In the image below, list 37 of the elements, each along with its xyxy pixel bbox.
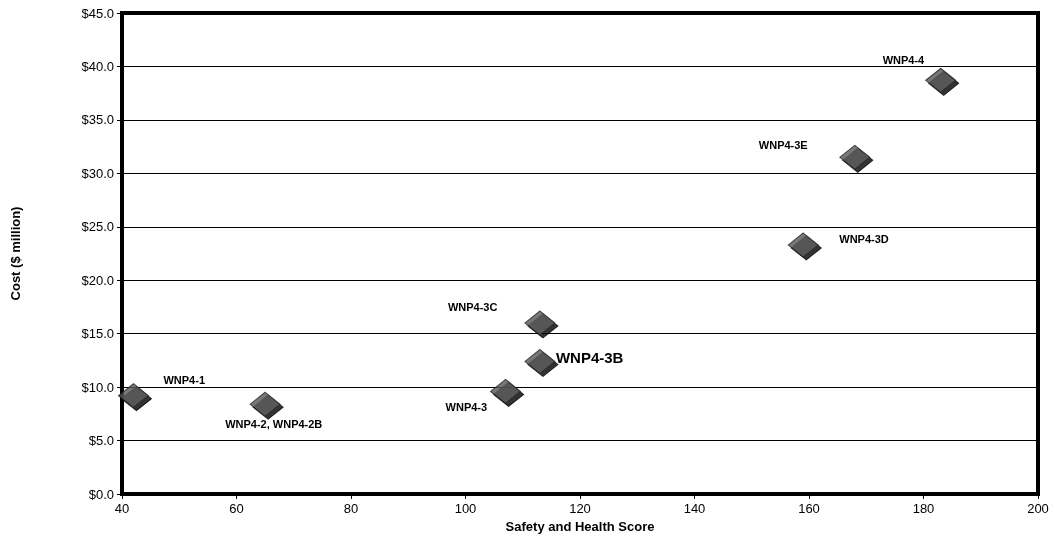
point [524,310,556,336]
x-tick-label: 100 [454,501,477,516]
x-tick-label: 60 [229,501,244,516]
y-axis-title: Cost ($ million) [8,206,23,301]
point [925,67,957,93]
y-tick-label: $30.0 [81,165,114,181]
x-tick-label: 160 [798,501,820,516]
x-tick-label: 180 [912,501,935,516]
x-tick-label: 140 [683,501,706,516]
y-tick-label: $10.0 [81,379,114,395]
y-tick-label: $20.0 [81,272,114,288]
x-tick-label: 80 [343,501,359,516]
annotation: WNP4-2, WNP4-2B [225,418,323,431]
annotation: WNP4-3C [447,300,498,313]
point [787,232,819,258]
y-tick-label: $45.0 [81,5,114,21]
annotation: WNP4-3B [555,348,624,366]
point [839,144,871,170]
y-tick-label: $35.0 [81,112,114,128]
x-tick-label: 120 [569,501,591,516]
annotation: WNP4-4 [882,54,926,67]
point [524,348,556,374]
annotation: WNP4-1 [163,373,206,386]
annotation: WNP4-3E [758,139,808,152]
x-axis-title: Safety and Health Score [505,518,655,534]
x-tick-label: 200 [1027,501,1049,516]
point [249,391,281,417]
y-tick-label: $15.0 [81,326,114,342]
y-tick-label: $25.0 [81,219,114,235]
annotation: WNP4-3 [445,401,488,414]
y-tick-label: $5.0 [88,433,114,449]
y-tick-label: $0.0 [88,486,114,502]
y-tick-label: $40.0 [81,58,114,74]
point [490,378,522,404]
point [117,383,149,409]
annotation: WNP4-3D [839,232,889,245]
x-tick-label: 40 [114,501,130,516]
